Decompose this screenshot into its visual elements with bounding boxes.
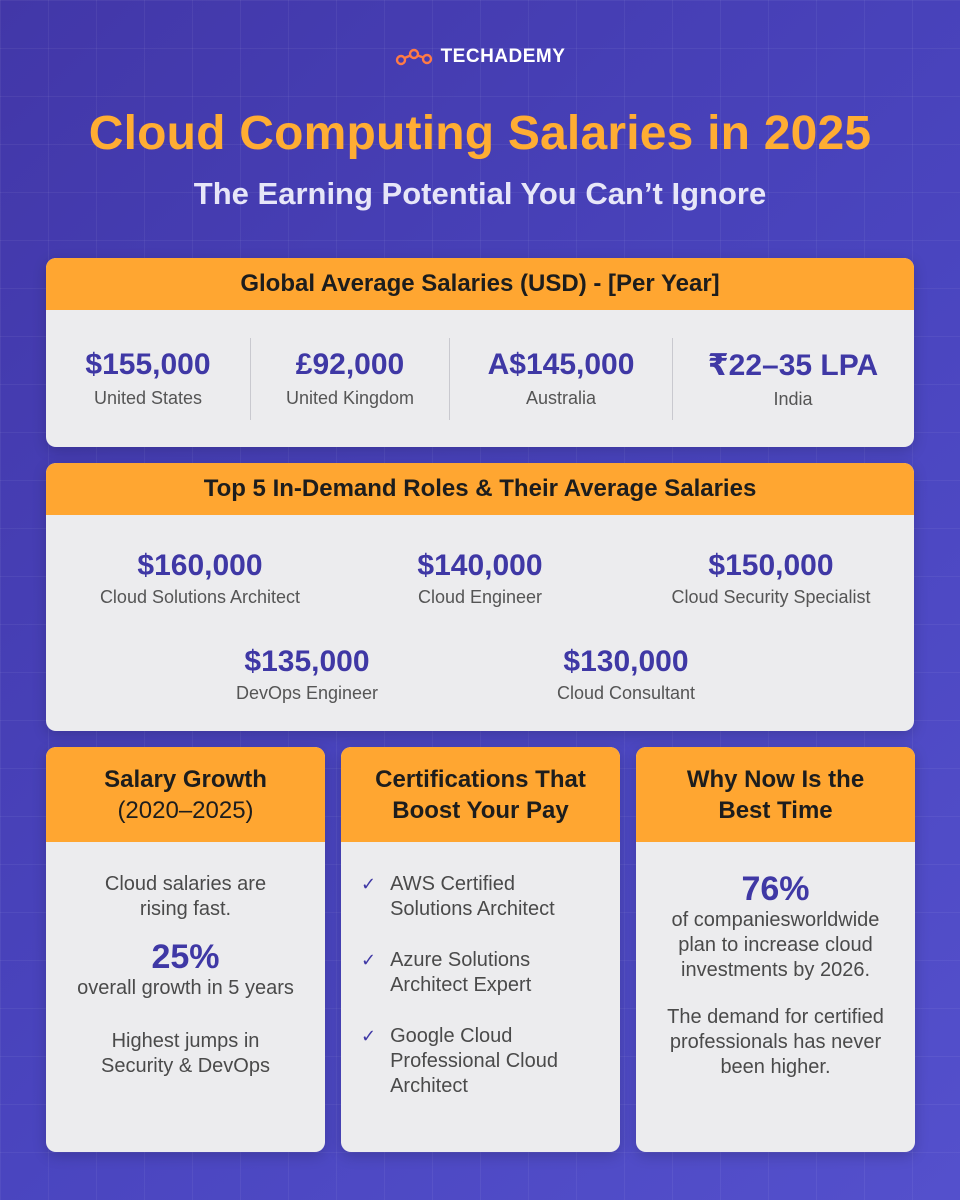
- role-label: Cloud Engineer: [417, 587, 543, 607]
- cert-name-line1: AWS Certified: [390, 873, 515, 895]
- why-stat-text: of companiesworldwide plan to increase c…: [650, 908, 901, 983]
- salary-item-india: ₹22–35 LPA India: [673, 348, 913, 410]
- cert-name-line3: Architect: [390, 1075, 468, 1097]
- role-item-cloud-consultant: $130,000 Cloud Consultant: [476, 645, 776, 704]
- cert-name: Google Cloud Professional Cloud Architec…: [390, 1024, 558, 1099]
- salary-growth-heading-line1: Salary Growth: [104, 765, 267, 793]
- role-item-cloud-security-specialist: $150,000 Cloud Security Specialist: [621, 549, 914, 608]
- why-now-body: 76% of companiesworldwide plan to increa…: [636, 842, 915, 1080]
- country-label: United States: [93, 388, 203, 408]
- role-label: Cloud Consultant: [556, 683, 696, 703]
- country-label: United Kingdom: [285, 388, 415, 408]
- why-stat-line2: plan to increase cloud: [678, 934, 873, 956]
- divider: [449, 337, 450, 420]
- why-now-card: Why Now Is the Best Time 76% of companie…: [636, 747, 915, 1152]
- checkmark-icon: ✓: [361, 1026, 377, 1046]
- growth-stat-label: overall growth in 5 years: [77, 977, 294, 999]
- why-now-heading-line1: Why Now Is the: [686, 765, 865, 793]
- growth-note-line2: Security & DevOps: [101, 1055, 270, 1077]
- divider: [250, 337, 251, 420]
- cert-name: Azure Solutions Architect Expert: [390, 948, 531, 998]
- top-roles-heading: Top 5 In-Demand Roles & Their Average Sa…: [46, 463, 914, 515]
- why-note-line3: been higher.: [720, 1056, 831, 1078]
- certifications-card: Certifications That Boost Your Pay ✓ AWS…: [341, 747, 620, 1152]
- why-stat-line3: investments by 2026.: [681, 959, 870, 981]
- why-now-heading-line2: Best Time: [718, 796, 833, 824]
- role-salary: $135,000: [244, 645, 370, 678]
- checkmark-icon: ✓: [361, 950, 377, 970]
- checkmark-icon: ✓: [361, 874, 377, 894]
- role-item-cloud-engineer: $140,000 Cloud Engineer: [330, 549, 630, 608]
- role-item-devops-engineer: $135,000 DevOps Engineer: [157, 645, 457, 704]
- why-note-line1: The demand for certified: [667, 1006, 884, 1028]
- growth-stat: 25%: [151, 938, 220, 976]
- growth-note-line1: Highest jumps in: [111, 1030, 260, 1052]
- certifications-heading-line1: Certifications That: [375, 765, 586, 793]
- salary-growth-body: Cloud salaries are rising fast. 25% over…: [46, 842, 325, 1079]
- growth-note: Highest jumps in Security & DevOps: [60, 1029, 311, 1079]
- salary-value: $155,000: [85, 348, 211, 381]
- role-label: Cloud Security Specialist: [671, 587, 871, 607]
- why-now-heading: Why Now Is the Best Time: [636, 747, 915, 842]
- list-item: ✓ AWS Certified Solutions Architect: [361, 872, 604, 922]
- salary-value: A$145,000: [487, 348, 635, 381]
- list-item: ✓ Google Cloud Professional Cloud Archit…: [361, 1024, 604, 1099]
- list-item: ✓ Azure Solutions Architect Expert: [361, 948, 604, 998]
- salary-value: £92,000: [295, 348, 405, 381]
- top-roles-card: Top 5 In-Demand Roles & Their Average Sa…: [46, 463, 914, 731]
- certifications-heading-line2: Boost Your Pay: [392, 796, 569, 824]
- page-title: Cloud Computing Salaries in 2025: [88, 107, 872, 160]
- salary-growth-heading-line2: (2020–2025): [117, 796, 254, 824]
- role-salary: $160,000: [137, 549, 263, 582]
- growth-intro-line1: Cloud salaries are: [104, 873, 267, 895]
- page-subtitle: The Earning Potential You Can’t Ignore: [193, 176, 767, 211]
- why-stat-line1: of companiesworldwide: [671, 909, 880, 931]
- salary-item-australia: A$145,000 Australia: [450, 348, 672, 409]
- salary-value: ₹22–35 LPA: [707, 348, 879, 382]
- top-roles-body: $160,000 Cloud Solutions Architect $140,…: [46, 515, 914, 731]
- country-label: India: [773, 388, 813, 409]
- role-label: Cloud Solutions Architect: [99, 587, 301, 607]
- cert-name-line2: Professional Cloud: [390, 1050, 558, 1072]
- brand-name: TECHADEMY: [440, 46, 566, 67]
- certifications-list: ✓ AWS Certified Solutions Architect ✓ Az…: [341, 842, 620, 1099]
- global-salaries-row: $155,000 United States £92,000 United Ki…: [46, 310, 914, 447]
- why-note-line2: professionals has never: [669, 1031, 882, 1053]
- divider: [672, 337, 673, 420]
- salary-item-united-states: $155,000 United States: [46, 348, 250, 409]
- role-salary: $130,000: [563, 645, 689, 678]
- global-salaries-heading: Global Average Salaries (USD) - [Per Yea…: [46, 258, 914, 310]
- why-note: The demand for certified professionals h…: [650, 1005, 901, 1080]
- cert-name: AWS Certified Solutions Architect: [390, 872, 555, 922]
- salary-item-united-kingdom: £92,000 United Kingdom: [251, 348, 449, 409]
- salary-growth-card: Salary Growth (2020–2025) Cloud salaries…: [46, 747, 325, 1152]
- brand-logo: TECHADEMY: [0, 46, 960, 68]
- global-salaries-card: Global Average Salaries (USD) - [Per Yea…: [46, 258, 914, 447]
- cert-name-line2: Architect Expert: [390, 974, 532, 996]
- role-salary: $140,000: [417, 549, 543, 582]
- country-label: Australia: [525, 388, 597, 408]
- role-label: DevOps Engineer: [235, 683, 379, 703]
- role-salary: $150,000: [708, 549, 834, 582]
- role-item-cloud-solutions-architect: $160,000 Cloud Solutions Architect: [50, 549, 350, 608]
- growth-intro: Cloud salaries are rising fast.: [60, 872, 311, 922]
- cert-name-line1: Azure Solutions: [390, 949, 531, 971]
- growth-intro-line2: rising fast.: [139, 898, 232, 920]
- why-stat: 76%: [741, 870, 810, 908]
- certifications-heading: Certifications That Boost Your Pay: [341, 747, 620, 842]
- salary-growth-heading: Salary Growth (2020–2025): [46, 747, 325, 842]
- connected-circles-logo-icon: [395, 48, 432, 66]
- cert-name-line1: Google Cloud: [390, 1025, 513, 1047]
- cert-name-line2: Solutions Architect: [390, 898, 555, 920]
